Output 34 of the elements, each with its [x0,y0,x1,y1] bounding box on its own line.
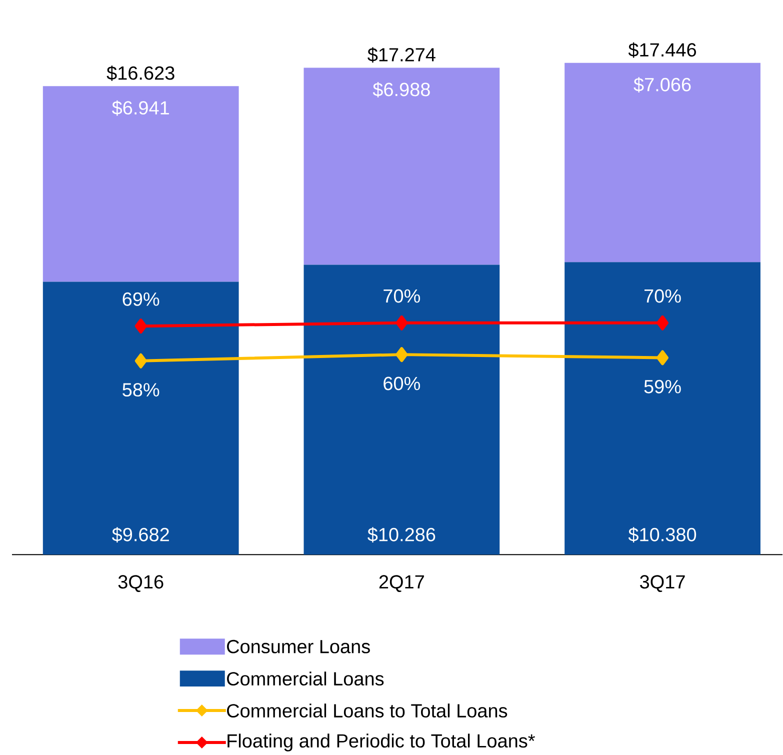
point [134,318,147,334]
data-label: $6.941 [112,100,169,116]
x-tick-label: 3Q16 [118,575,164,592]
data-label: 70% [384,290,420,303]
total-label: $17.446 [628,42,696,58]
data-label: $9.682 [112,527,169,543]
point [134,354,147,369]
point [656,350,669,366]
data-label: 59% [644,380,681,394]
x-tick-label: 2Q17 [379,575,424,592]
data-label: 70% [644,290,681,303]
point [396,316,408,331]
point [656,316,669,331]
data-label: 60% [384,376,420,390]
total-label: $17.274 [368,47,436,63]
data-label: 69% [122,292,160,306]
bar [564,262,760,555]
data-label: 58% [122,383,160,397]
bar [304,264,500,555]
bar [42,282,239,555]
point [396,347,408,362]
data-label: $10.380 [628,527,696,543]
x-tick-label: 3Q17 [640,575,685,592]
legend-label: Floating and Periodic to Total Loans* [228,734,535,752]
bar [42,86,239,282]
total-label: $16.623 [106,66,174,82]
data-label: $6.988 [372,82,430,98]
bar [564,63,760,262]
data-label: $10.286 [368,527,436,543]
legend-label: Consumer Loans [227,640,370,654]
legend-label: Commercial Loans to Total Loans [227,704,508,718]
data-label: $7.066 [634,77,691,93]
legend-label: Commercial Loans [227,672,384,686]
bar [304,68,500,265]
